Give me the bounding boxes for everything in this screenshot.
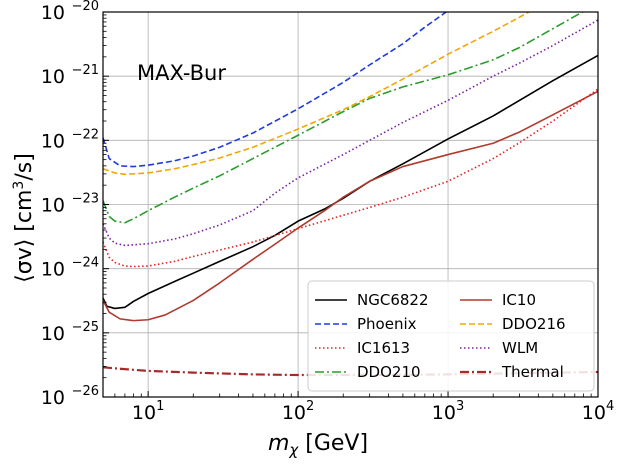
x-tick-exp: 2	[306, 399, 314, 414]
y-axis-title-sup: 3	[11, 181, 27, 190]
legend: NGC6822 IC10 Phoenix DDO216 IC1613 WLM DDO210 T…	[307, 280, 595, 392]
y-tick-exp: −22	[72, 127, 99, 142]
y-axis-title-main: ⟨σv⟩ [cm	[12, 190, 37, 283]
x-tick-base: 10	[132, 402, 156, 424]
series-line-wlm	[103, 19, 598, 247]
legend-label-ddo210: DDO210	[357, 363, 421, 381]
grid	[103, 12, 598, 397]
x-tick-base: 10	[432, 402, 456, 424]
y-tick-base: 10	[41, 387, 65, 409]
series-line-ddo210	[103, 12, 584, 224]
legend-label-ic10: IC10	[502, 291, 536, 309]
y-tick-exp: −20	[72, 0, 99, 14]
y-tick-label: 10 −22	[41, 127, 99, 152]
x-axis-title: mχ [GeV]	[268, 431, 368, 459]
y-tick-exp: −21	[72, 63, 99, 78]
series-line-ic1613	[103, 88, 598, 268]
y-tick-exp: −23	[72, 192, 99, 207]
axis-ticks	[102, 11, 599, 398]
x-tick-exp: 3	[456, 399, 464, 414]
series-line-phoenix	[103, 12, 448, 168]
y-tick-label: 10 −25	[41, 320, 99, 345]
y-tick-exp: −24	[72, 256, 99, 271]
x-tick-label: 104	[582, 399, 614, 424]
y-tick-label: 10 −24	[41, 256, 99, 281]
y-tick-exp: −25	[72, 320, 99, 335]
legend-label-ic1613: IC1613	[357, 339, 410, 357]
y-axis-title-unit: /s]	[12, 153, 37, 180]
series-line-ic10	[103, 90, 598, 322]
y-tick-label: 10 −23	[41, 192, 99, 217]
legend-label-ngc6822: NGC6822	[357, 291, 429, 309]
legend-label-ddo216: DDO216	[502, 315, 566, 333]
legend-label-phoenix: Phoenix	[357, 315, 417, 333]
legend-label-thermal: Thermal	[501, 363, 564, 381]
x-axis-title-unit: [GeV]	[298, 431, 368, 456]
y-tick-base: 10	[41, 259, 65, 281]
x-tick-label: 101	[132, 399, 164, 424]
y-tick-exp: −26	[72, 384, 99, 399]
y-axis-title: ⟨σv⟩ [cm3/s]	[11, 153, 37, 283]
x-tick-base: 10	[282, 402, 306, 424]
y-tick-base: 10	[41, 66, 65, 88]
x-tick-label: 102	[282, 399, 314, 424]
x-tick-base: 10	[582, 402, 606, 424]
x-tick-label: 103	[432, 399, 464, 424]
annotation-label: MAX-Bur	[137, 61, 226, 85]
y-tick-label: 10 −26	[41, 384, 99, 409]
legend-box	[307, 280, 595, 392]
y-tick-base: 10	[41, 130, 65, 152]
x-axis-title-sub: χ	[288, 441, 299, 459]
x-tick-exp: 4	[606, 399, 614, 414]
y-tick-label: 10 −21	[41, 63, 99, 88]
x-axis-title-main: m	[268, 431, 289, 456]
y-tick-label: 10 −20	[41, 0, 99, 24]
x-tick-exp: 1	[156, 399, 164, 414]
y-tick-base: 10	[41, 323, 65, 345]
series-line-ngc6822	[103, 54, 598, 310]
legend-label-wlm: WLM	[502, 339, 538, 357]
y-tick-base: 10	[41, 2, 65, 24]
y-tick-base: 10	[41, 195, 65, 217]
